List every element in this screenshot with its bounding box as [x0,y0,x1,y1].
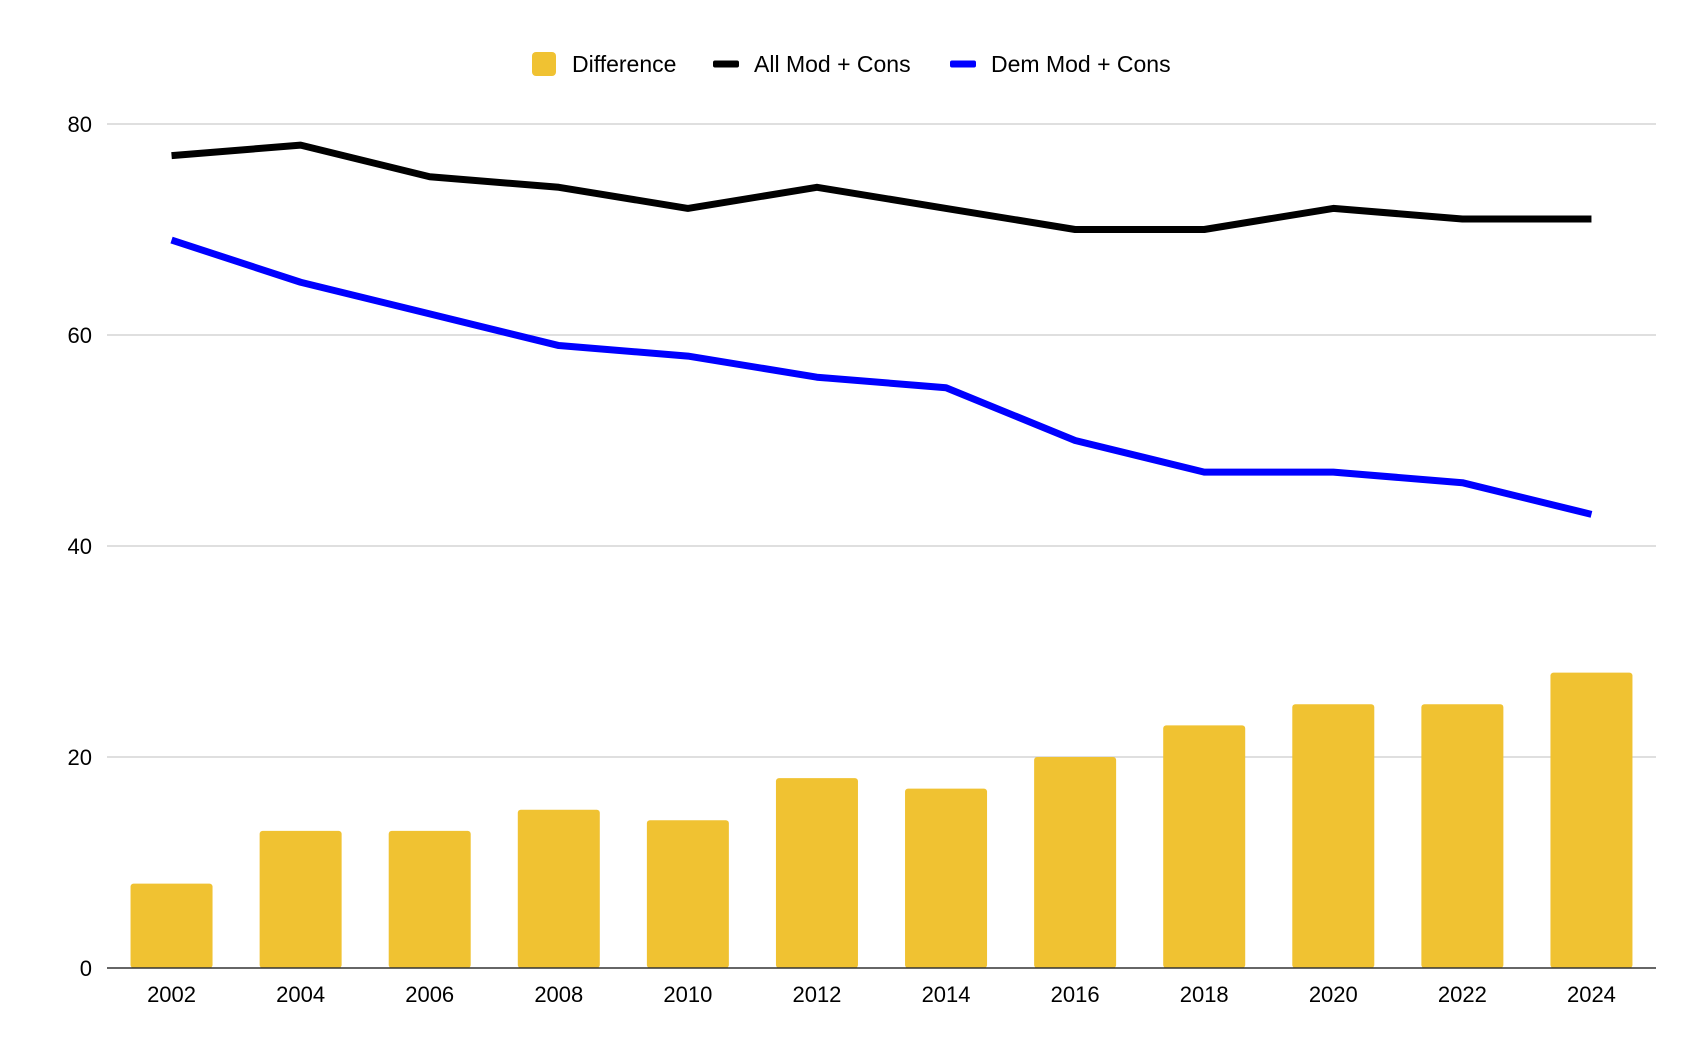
legend: Difference All Mod + Cons Dem Mod + Cons [532,51,1171,77]
bar-difference-2002 [131,884,213,968]
x-tick-label: 2024 [1567,982,1616,1007]
legend-label: Difference [572,51,676,77]
bar-difference-2022 [1421,704,1503,968]
bar-difference-2016 [1034,757,1116,968]
y-tick-label: 0 [80,956,92,981]
x-tick-label: 2020 [1309,982,1358,1007]
legend-label: All Mod + Cons [754,51,911,77]
x-tick-label: 2022 [1438,982,1487,1007]
x-tick-label: 2014 [922,982,971,1007]
y-tick-label: 80 [68,112,92,137]
x-axis: 2002 2004 2006 2008 2010 2012 2014 2016 2018 2020… [107,968,1656,1007]
x-tick-label: 2006 [405,982,454,1007]
bar-difference-2018 [1163,725,1245,968]
bar-difference-2012 [776,778,858,968]
x-tick-label: 2008 [534,982,583,1007]
bar-difference-2004 [260,831,342,968]
bar-difference-2014 [905,789,987,968]
x-tick-label: 2012 [792,982,841,1007]
line-all-mod-cons [172,145,1592,229]
legend-item-difference: Difference [532,51,676,77]
legend-item-dem-mod-cons: Dem Mod + Cons [950,51,1171,77]
y-tick-label: 60 [68,323,92,348]
bar-difference-2020 [1292,704,1374,968]
y-tick-label: 20 [68,745,92,770]
bar-difference-2008 [518,810,600,968]
line-dem-mod-cons [172,240,1592,514]
x-tick-label: 2018 [1180,982,1229,1007]
y-tick-label: 40 [68,534,92,559]
legend-item-all-mod-cons: All Mod + Cons [713,51,911,77]
x-tick-label: 2004 [276,982,325,1007]
line-series [171,145,1591,514]
bar-difference-2006 [389,831,471,968]
bar-difference-2010 [647,820,729,968]
legend-label: Dem Mod + Cons [991,51,1171,77]
x-tick-label: 2010 [663,982,712,1007]
bar-series [131,673,1633,968]
legend-swatch [713,61,739,68]
y-axis-ticks: 0 20 40 60 80 [68,112,92,981]
x-tick-label: 2002 [147,982,196,1007]
bar-difference-2024 [1550,673,1632,968]
legend-swatch [532,52,556,76]
legend-swatch [950,61,976,68]
x-tick-label: 2016 [1051,982,1100,1007]
